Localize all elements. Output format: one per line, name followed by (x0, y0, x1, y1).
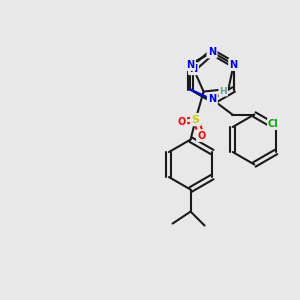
Text: O: O (197, 130, 206, 141)
Text: N: N (208, 94, 216, 104)
Text: S: S (192, 115, 200, 124)
Text: O: O (178, 117, 186, 127)
Text: N: N (189, 64, 197, 74)
Text: H: H (219, 86, 227, 95)
Text: Cl: Cl (268, 119, 279, 129)
Text: N: N (208, 47, 216, 57)
Text: N: N (230, 59, 238, 70)
Text: N: N (186, 59, 194, 70)
